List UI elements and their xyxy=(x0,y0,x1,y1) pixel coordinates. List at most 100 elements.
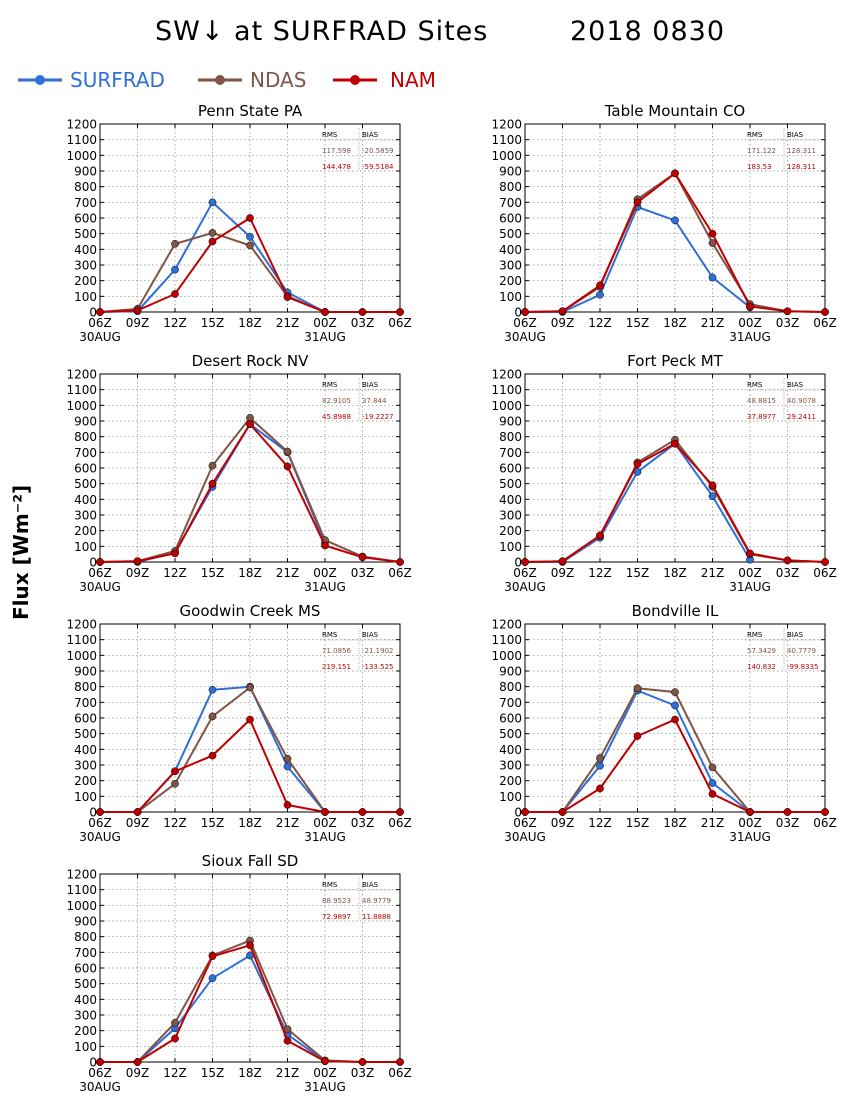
stats-header-rms: RMS xyxy=(322,131,338,139)
data-point-surfrad xyxy=(708,779,717,787)
data-point-nam xyxy=(396,558,404,566)
data-point-nam xyxy=(396,808,404,816)
data-point-nam xyxy=(96,308,104,316)
x-tick-label: 06Z xyxy=(513,816,537,830)
data-point-nam xyxy=(708,481,717,490)
data-point-nam xyxy=(596,281,604,290)
y-tick-label: 1000 xyxy=(66,399,97,413)
data-point-nam xyxy=(321,541,329,550)
panel-title-desert-rock-nv: Desert Rock NV xyxy=(192,352,309,370)
y-tick-label: 1200 xyxy=(66,118,97,132)
data-point-nam xyxy=(96,1058,104,1066)
data-point-surfrad xyxy=(671,701,679,710)
data-point-nam xyxy=(321,1057,329,1066)
data-point-surfrad xyxy=(208,198,217,207)
x-date-label: 31AUG xyxy=(729,580,771,594)
x-tick-label: 06Z xyxy=(813,316,837,330)
y-tick-label: 100 xyxy=(74,540,97,554)
y-tick-label: 400 xyxy=(74,493,97,507)
x-tick-label: 15Z xyxy=(201,1066,225,1080)
series-line-ndas xyxy=(524,171,826,313)
data-point-nam xyxy=(358,1058,367,1066)
x-tick-label: 18Z xyxy=(663,816,687,830)
y-tick-label: 200 xyxy=(74,1024,97,1038)
data-point-nam xyxy=(633,198,642,207)
data-point-nam xyxy=(208,237,217,246)
series-line-ndas xyxy=(99,416,401,563)
y-tick-label: 600 xyxy=(74,212,97,226)
y-tick-label: 700 xyxy=(74,946,97,960)
x-date-label: 30AUG xyxy=(79,580,121,594)
legend-marker-surfrad xyxy=(35,75,45,85)
x-tick-label: 12Z xyxy=(163,566,187,580)
y-tick-label: 300 xyxy=(499,509,522,523)
stats-header-bias: BIAS xyxy=(362,381,379,389)
y-tick-label: 400 xyxy=(499,743,522,757)
y-tick-label: 800 xyxy=(499,430,522,444)
data-point-nam xyxy=(821,808,829,816)
y-tick-label: 800 xyxy=(74,930,97,944)
y-tick-label: 100 xyxy=(74,790,97,804)
x-tick-label: 03Z xyxy=(351,816,375,830)
legend-item-ndas: NDAS xyxy=(198,68,306,92)
data-point-nam xyxy=(133,306,142,315)
stats-bias-ndas: -20.5859 xyxy=(362,147,393,155)
y-tick-label: 100 xyxy=(74,1040,97,1054)
y-tick-label: 900 xyxy=(74,165,97,179)
data-point-nam xyxy=(521,308,529,316)
x-tick-label: 06Z xyxy=(813,566,837,580)
data-point-ndas xyxy=(283,754,292,763)
y-tick-label: 500 xyxy=(74,727,97,741)
y-tick-label: 100 xyxy=(499,540,522,554)
x-tick-label: 03Z xyxy=(351,316,375,330)
data-point-ndas xyxy=(171,779,179,788)
stats-bias-nam: 128.311 xyxy=(787,163,816,171)
x-tick-label: 00Z xyxy=(738,816,762,830)
x-tick-label: 18Z xyxy=(238,316,262,330)
data-point-nam xyxy=(171,1034,179,1043)
x-tick-label: 06Z xyxy=(813,816,837,830)
x-tick-label: 06Z xyxy=(88,816,112,830)
panel-title-table-mountain-co: Table Mountain CO xyxy=(604,102,746,120)
data-point-nam xyxy=(208,751,217,760)
data-point-ndas xyxy=(171,1018,179,1027)
data-point-nam xyxy=(783,556,792,565)
data-point-surfrad xyxy=(208,974,217,983)
x-tick-label: 00Z xyxy=(313,1066,337,1080)
data-point-surfrad xyxy=(283,762,292,771)
stats-bias-ndas: 128.311 xyxy=(787,147,816,155)
stats-bias-nam: 11.8888 xyxy=(362,913,391,921)
y-tick-label: 700 xyxy=(74,696,97,710)
x-tick-label: 18Z xyxy=(663,316,687,330)
legend-label-surfrad: SURFRAD xyxy=(70,68,165,92)
stats-rms-nam: 140.832 xyxy=(747,663,776,671)
y-tick-label: 300 xyxy=(74,759,97,773)
data-point-nam xyxy=(633,460,642,468)
data-point-ndas xyxy=(633,684,642,693)
x-tick-label: 15Z xyxy=(626,816,650,830)
y-tick-label: 900 xyxy=(74,915,97,929)
data-point-nam xyxy=(558,557,567,566)
x-tick-label: 15Z xyxy=(201,816,225,830)
data-point-nam xyxy=(208,952,217,961)
data-point-nam xyxy=(321,808,329,816)
y-tick-label: 300 xyxy=(74,259,97,273)
y-tick-label: 1100 xyxy=(491,383,522,397)
x-tick-label: 18Z xyxy=(238,1066,262,1080)
x-tick-label: 15Z xyxy=(626,566,650,580)
x-date-label: 30AUG xyxy=(79,330,121,344)
legend-item-surfrad: SURFRAD xyxy=(18,68,165,92)
legend-label-nam: NAM xyxy=(390,68,436,92)
x-tick-label: 15Z xyxy=(626,316,650,330)
x-tick-label: 18Z xyxy=(663,566,687,580)
data-point-nam xyxy=(521,558,529,566)
x-tick-label: 21Z xyxy=(276,816,300,830)
stats-header-rms: RMS xyxy=(747,381,763,389)
x-tick-label: 12Z xyxy=(163,316,187,330)
data-point-nam xyxy=(746,302,754,311)
y-tick-label: 400 xyxy=(74,743,97,757)
stats-header-bias: BIAS xyxy=(787,631,804,639)
data-point-surfrad xyxy=(208,685,217,694)
